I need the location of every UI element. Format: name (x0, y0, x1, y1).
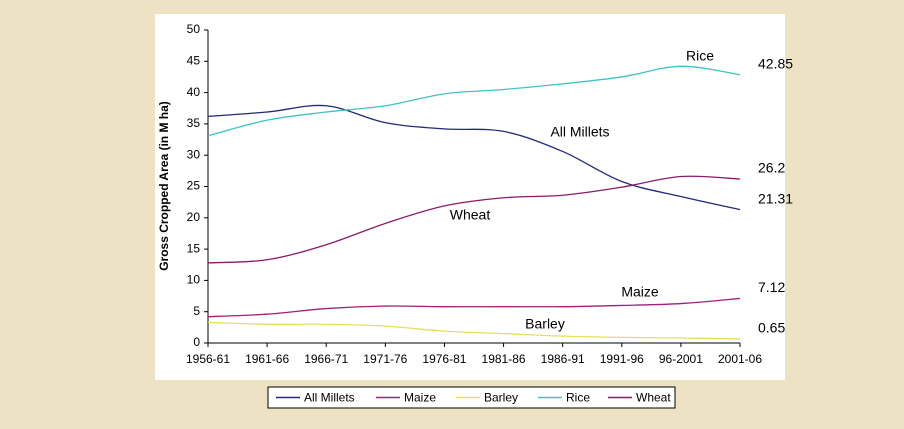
end-value-label: 26.2 (758, 160, 785, 176)
legend-label: Wheat (636, 391, 671, 405)
x-tick-label: 1976-81 (422, 352, 466, 366)
x-tick-label: 1961-66 (245, 352, 289, 366)
legend-label: Barley (484, 391, 518, 405)
line (207, 104, 741, 211)
x-tick-label: 1966-71 (304, 352, 348, 366)
legend-label: All Millets (304, 391, 355, 405)
annotation: Barley (525, 316, 565, 332)
y-tick-label: 0 (193, 335, 200, 349)
x-tick-label: 1956-61 (186, 352, 230, 366)
legend-label: Maize (404, 391, 436, 405)
y-tick-label: 30 (187, 147, 201, 161)
x-tick-label: 96-2001 (659, 352, 703, 366)
annotation: Maize (621, 284, 659, 300)
annotation: Rice (686, 48, 714, 64)
line (207, 65, 741, 137)
x-tick-label: 1981-86 (482, 352, 526, 366)
y-tick-label: 35 (187, 116, 201, 130)
y-tick-label: 45 (187, 53, 201, 67)
line (207, 175, 741, 264)
y-tick-label: 10 (187, 273, 201, 287)
y-tick-label: 5 (193, 304, 200, 318)
end-value-label: 42.85 (758, 55, 793, 71)
y-tick-label: 20 (187, 210, 201, 224)
y-tick-label: 25 (187, 179, 201, 193)
line (207, 297, 741, 318)
x-tick-label: 1986-91 (541, 352, 585, 366)
legend-label: Rice (566, 391, 590, 405)
y-tick-label: 50 (187, 22, 201, 36)
line (207, 321, 741, 340)
x-tick-label: 1991-96 (600, 352, 644, 366)
x-tick-label: 1971-76 (363, 352, 407, 366)
annotation: All Millets (550, 124, 609, 140)
end-value-label: 21.31 (758, 190, 793, 206)
y-tick-label: 15 (187, 241, 201, 255)
x-tick-label: 2001-06 (718, 352, 762, 366)
end-value-label: 0.65 (758, 320, 785, 336)
y-tick-label: 40 (187, 85, 201, 99)
y-axis-title: Gross Cropped Area (in M ha) (157, 101, 171, 271)
plot-area (155, 14, 785, 380)
end-value-label: 7.12 (758, 279, 785, 295)
annotation: Wheat (450, 207, 491, 223)
